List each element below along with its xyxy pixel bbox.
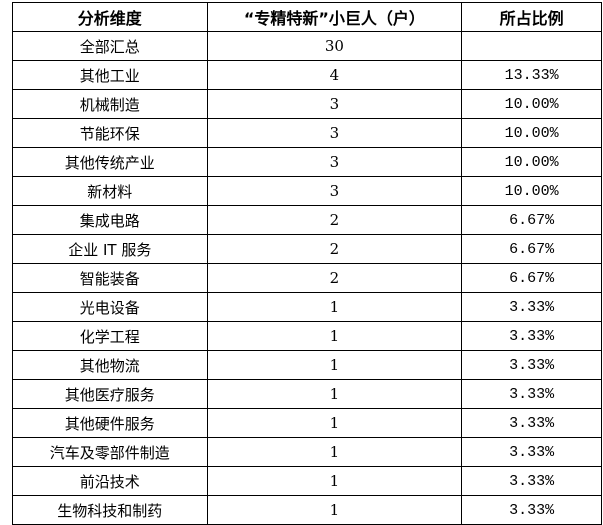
cell-count: 30 — [206, 31, 463, 61]
cell-ratio: 3.33% — [461, 321, 602, 351]
cell-count: 1 — [206, 466, 463, 496]
header-count: “专精特新”小巨人（户） — [206, 2, 463, 32]
table-row: 智能装备 2 6.67% — [12, 263, 602, 293]
cell-count: 1 — [206, 437, 463, 467]
cell-ratio: 3.33% — [461, 437, 602, 467]
cell-ratio: 3.33% — [461, 379, 602, 409]
table-row: 生物科技和制药 1 3.33% — [12, 495, 602, 525]
table-row: 汽车及零部件制造 1 3.33% — [12, 437, 602, 467]
cell-dimension: 汽车及零部件制造 — [12, 437, 208, 467]
cell-dimension: 机械制造 — [12, 89, 208, 119]
cell-dimension: 新材料 — [12, 176, 208, 206]
cell-dimension: 其他物流 — [12, 350, 208, 380]
cell-dimension: 光电设备 — [12, 292, 208, 322]
cell-ratio: 6.67% — [461, 263, 602, 293]
cell-dimension: 其他工业 — [12, 60, 208, 90]
cell-ratio: 3.33% — [461, 292, 602, 322]
header-dimension: 分析维度 — [12, 2, 208, 32]
cell-count: 4 — [206, 60, 463, 90]
cell-count: 1 — [206, 321, 463, 351]
cell-ratio: 3.33% — [461, 350, 602, 380]
cell-count: 2 — [206, 263, 463, 293]
cell-count: 1 — [206, 379, 463, 409]
data-table: 分析维度 “专精特新”小巨人（户） 所占比例 全部汇总 30 其他工业 4 13.33%… — [12, 2, 602, 525]
table-row: 机械制造 3 10.00% — [12, 89, 602, 119]
cell-count: 1 — [206, 495, 463, 525]
table-row: 光电设备 1 3.33% — [12, 292, 602, 322]
cell-ratio: 10.00% — [461, 118, 602, 148]
cell-count: 3 — [206, 89, 463, 119]
table-row: 企业 IT 服务 2 6.67% — [12, 234, 602, 264]
cell-dimension: 其他医疗服务 — [12, 379, 208, 409]
cell-ratio — [461, 31, 602, 61]
cell-dimension: 化学工程 — [12, 321, 208, 351]
cell-dimension: 生物科技和制药 — [12, 495, 208, 525]
cell-dimension: 前沿技术 — [12, 466, 208, 496]
cell-dimension: 节能环保 — [12, 118, 208, 148]
cell-ratio: 10.00% — [461, 176, 602, 206]
table-row: 其他医疗服务 1 3.33% — [12, 379, 602, 409]
cell-count: 2 — [206, 205, 463, 235]
cell-dimension: 其他硬件服务 — [12, 408, 208, 438]
cell-count: 1 — [206, 292, 463, 322]
table-row: 其他工业 4 13.33% — [12, 60, 602, 90]
cell-count: 3 — [206, 176, 463, 206]
cell-ratio: 6.67% — [461, 205, 602, 235]
header-row: 分析维度 “专精特新”小巨人（户） 所占比例 — [12, 2, 602, 32]
header-ratio: 所占比例 — [461, 2, 602, 32]
table-row: 化学工程 1 3.33% — [12, 321, 602, 351]
cell-count: 1 — [206, 408, 463, 438]
table-row: 节能环保 3 10.00% — [12, 118, 602, 148]
table-row: 其他物流 1 3.33% — [12, 350, 602, 380]
cell-ratio: 6.67% — [461, 234, 602, 264]
cell-ratio: 3.33% — [461, 408, 602, 438]
cell-count: 3 — [206, 118, 463, 148]
cell-ratio: 3.33% — [461, 466, 602, 496]
cell-dimension: 智能装备 — [12, 263, 208, 293]
cell-dimension: 其他传统产业 — [12, 147, 208, 177]
table-row: 集成电路 2 6.67% — [12, 205, 602, 235]
table-row: 其他传统产业 3 10.00% — [12, 147, 602, 177]
cell-dimension: 全部汇总 — [12, 31, 208, 61]
cell-count: 3 — [206, 147, 463, 177]
table-row: 前沿技术 1 3.33% — [12, 466, 602, 496]
cell-dimension: 集成电路 — [12, 205, 208, 235]
cell-ratio: 3.33% — [461, 495, 602, 525]
table-row: 其他硬件服务 1 3.33% — [12, 408, 602, 438]
cell-dimension: 企业 IT 服务 — [12, 234, 208, 264]
cell-ratio: 10.00% — [461, 89, 602, 119]
cell-ratio: 13.33% — [461, 60, 602, 90]
cell-count: 1 — [206, 350, 463, 380]
cell-ratio: 10.00% — [461, 147, 602, 177]
cell-count: 2 — [206, 234, 463, 264]
table-row: 全部汇总 30 — [12, 31, 602, 61]
table-row: 新材料 3 10.00% — [12, 176, 602, 206]
